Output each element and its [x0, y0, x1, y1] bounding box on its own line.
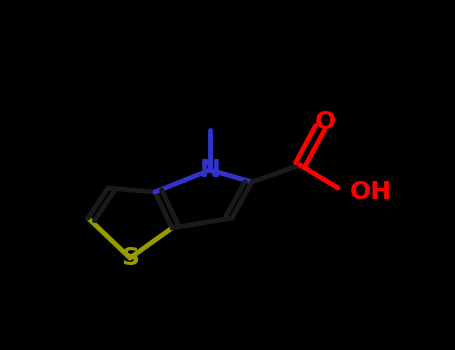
Text: S: S — [121, 246, 139, 270]
Text: OH: OH — [350, 180, 392, 204]
Text: O: O — [314, 110, 336, 134]
Text: N: N — [200, 158, 220, 182]
